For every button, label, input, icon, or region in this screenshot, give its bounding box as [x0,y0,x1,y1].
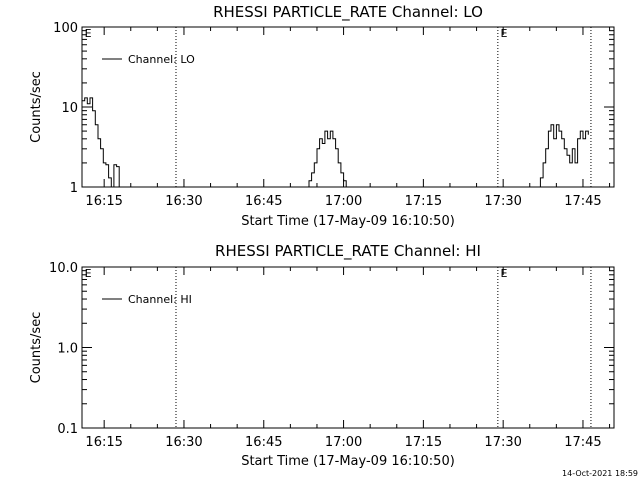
y-tick-label: 1 [70,181,78,196]
y-tick-label: 1.0 [57,342,78,357]
x-tick-label: 16:45 [245,194,282,209]
vertical-marker-label: E [501,27,508,40]
x-tick-label: 17:30 [484,435,521,450]
y-tick-label: 100 [53,21,78,36]
x-tick-label: 17:00 [325,194,362,209]
y-axis-label: Counts/sec [29,71,44,143]
x-tick-label: 17:30 [484,194,521,209]
x-tick-label: 16:30 [165,194,202,209]
x-tick-label: 16:15 [85,435,122,450]
series-line [306,130,347,187]
x-tick-label: 17:15 [405,194,442,209]
legend-label: Channel: LO [128,53,195,66]
plot-frame [81,26,615,188]
y-tick-label: 10.0 [49,261,78,276]
chart-title: RHESSI PARTICLE_RATE Channel: HI [215,242,481,261]
legend-label: Channel: HI [128,293,192,306]
x-tick-label: 17:45 [564,194,601,209]
x-tick-label: 16:45 [245,435,282,450]
panel-2: RHESSI PARTICLE_RATE Channel: HI 0.1 1.0 10… [29,242,615,469]
x-axis-label: Start Time (17-May-09 16:10:50) [241,214,455,229]
x-tick-label: 16:30 [165,435,202,450]
chart-title: RHESSI PARTICLE_RATE Channel: LO [213,3,483,22]
x-tick-label: 16:15 [85,194,122,209]
y-axis-label: Counts/sec [29,312,44,384]
y-tick-label: 10 [61,101,78,116]
footer-timestamp: 14-Oct-2021 18:59 [562,469,638,478]
vertical-marker-label: E [85,27,92,40]
vertical-marker-label: E [85,267,92,280]
y-tick-label: 0.1 [57,422,78,437]
series-line [82,97,122,187]
vertical-marker-label: E [501,267,508,280]
plot-frame [81,266,615,429]
panel-1: RHESSI PARTICLE_RATE Channel: LO 1 10 100 16… [29,3,615,229]
series-line [537,124,589,187]
x-tick-label: 17:00 [325,435,362,450]
x-axis-label: Start Time (17-May-09 16:10:50) [241,454,455,469]
x-tick-label: 17:45 [564,435,601,450]
x-tick-label: 17:15 [405,435,442,450]
